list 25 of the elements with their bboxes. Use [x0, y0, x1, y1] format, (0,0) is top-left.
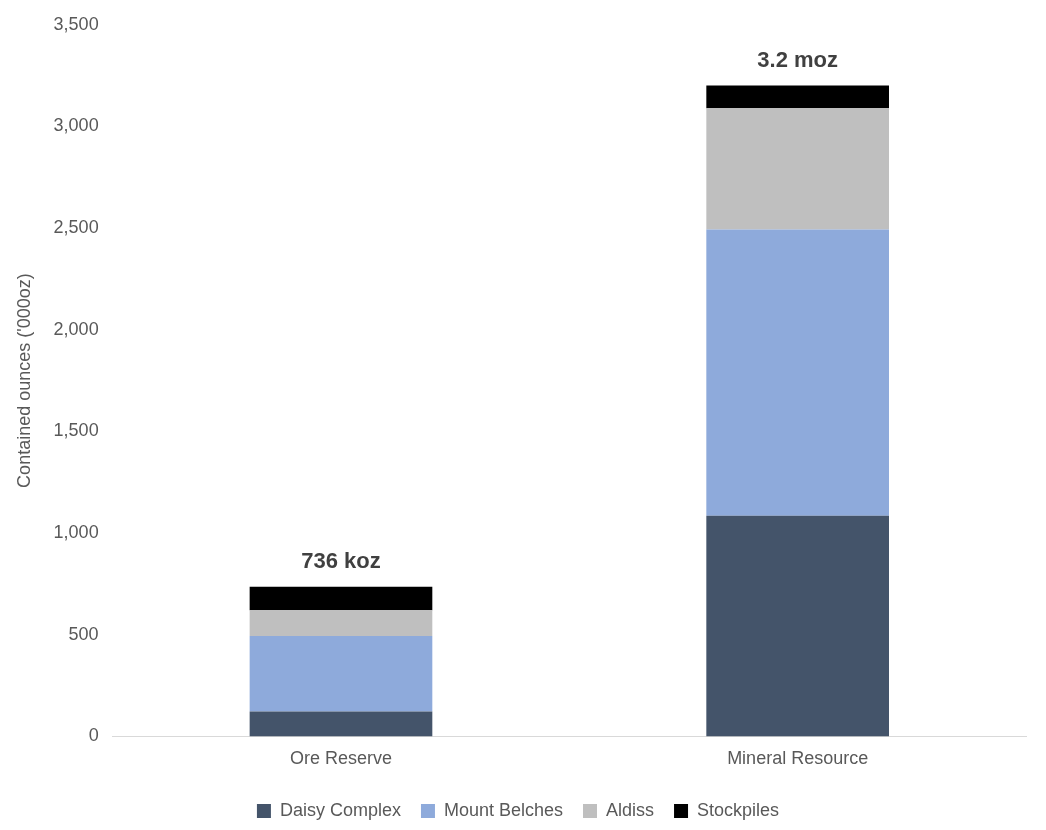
y-tick-label: 3,500	[53, 13, 99, 34]
y-tick-label: 0	[88, 725, 99, 746]
y-tick-label: 1,000	[53, 522, 99, 543]
bar	[706, 515, 889, 737]
legend-label: Aldiss	[606, 799, 655, 820]
y-tick-label: 2,000	[53, 318, 99, 339]
bar	[706, 108, 889, 230]
bar	[706, 85, 889, 109]
bar	[249, 635, 433, 712]
bar	[249, 586, 433, 611]
bar	[706, 229, 889, 516]
y-tick-label: 1,500	[53, 420, 99, 441]
legend-label: Mount Belches	[443, 799, 564, 820]
annotation: 3.2 moz	[757, 46, 839, 72]
x-tick-label: Ore Reserve	[289, 748, 393, 769]
bar	[249, 711, 433, 737]
legend-label: Daisy Complex	[279, 799, 401, 820]
y-tick-label: 3,000	[53, 115, 99, 136]
y-tick-label: 2,500	[53, 217, 99, 238]
legend-label: Stockpiles	[697, 799, 780, 820]
annotation: 736 koz	[301, 547, 381, 573]
y-axis-title: Contained ounces ('000oz)	[13, 273, 34, 488]
bar	[249, 610, 433, 636]
y-tick-label: 500	[68, 623, 99, 644]
x-tick-label: Mineral Resource	[727, 748, 869, 769]
